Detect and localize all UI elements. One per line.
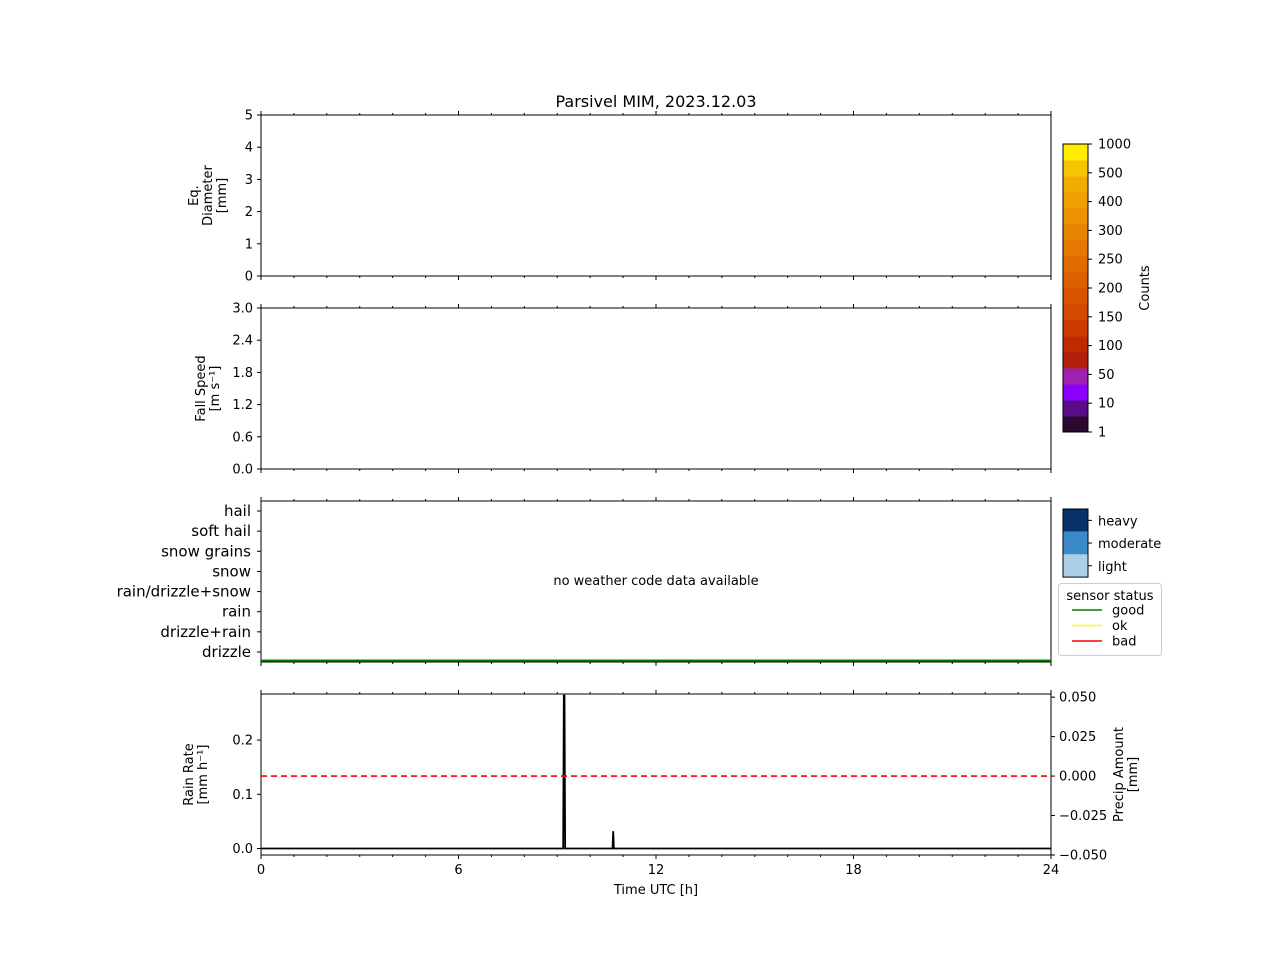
- y-tick-label: 0.2: [232, 734, 253, 749]
- y-right-axis-label: [mm]: [1126, 757, 1141, 792]
- plot-frame: [260, 307, 1052, 470]
- colorbar-tick-label: 10: [1098, 397, 1115, 412]
- x-tick-label: 0: [257, 863, 265, 878]
- weather-code-label: rain/drizzle+snow: [117, 583, 251, 601]
- colorbar-segment: [1063, 144, 1088, 161]
- intensity-frame: [1062, 508, 1089, 578]
- y-axis-label: Fall Speed: [194, 355, 209, 421]
- y-right-axis-label: Precip Amount: [1112, 727, 1127, 822]
- weather-code-label: soft hail: [191, 522, 251, 540]
- legend-label-ok: ok: [1112, 619, 1128, 634]
- intensity-label: heavy: [1098, 514, 1138, 529]
- colorbar-segment: [1063, 384, 1088, 401]
- colorbar-tick-label: 100: [1098, 339, 1123, 354]
- x-axis-label: Time UTC [h]: [613, 883, 698, 898]
- colorbar-segment: [1063, 240, 1088, 257]
- colorbar-tick-label: 250: [1098, 253, 1123, 268]
- colorbar-segment: [1063, 416, 1088, 433]
- colorbar-tick-label: 200: [1098, 282, 1123, 297]
- y-axis-label: Eq.: [187, 185, 202, 206]
- x-tick-label: 6: [454, 863, 462, 878]
- weather-code-label: hail: [224, 502, 251, 520]
- colorbar-tick-label: 1: [1098, 426, 1106, 441]
- y-tick-label: 0.6: [232, 430, 253, 445]
- y-right-tick-label: 0.025: [1059, 730, 1096, 745]
- colorbar-segment: [1063, 208, 1088, 225]
- y-tick-label: 0.0: [232, 463, 253, 478]
- y-tick-label: 3: [245, 173, 253, 188]
- y-right-tick-label: −0.050: [1059, 849, 1107, 864]
- weather-code-label: drizzle: [202, 643, 251, 661]
- colorbar-segment: [1063, 400, 1088, 417]
- colorbar-label: Counts: [1138, 265, 1153, 311]
- y-tick-label: 0.1: [232, 788, 253, 803]
- colorbar-tick-label: 500: [1098, 166, 1123, 181]
- diameter-panel: 0 1 2 3 4 5 Eq. Diameter [mm]: [187, 109, 1052, 285]
- y-axis-label: [mm h⁻¹]: [196, 745, 211, 805]
- colorbar-segment: [1063, 192, 1088, 209]
- intensity-swatch: [1063, 531, 1088, 555]
- weather-code-label: drizzle+rain: [160, 623, 251, 641]
- colorbar-tick-label: 300: [1098, 224, 1123, 239]
- colorbar-segment: [1063, 352, 1088, 369]
- intensity-label: moderate: [1098, 537, 1161, 552]
- fall-speed-panel: 0.0 0.6 1.2 1.8 2.4 3.0 Fall Speed [m s⁻¹]: [194, 302, 1052, 478]
- weather-code-label: snow: [212, 562, 251, 580]
- x-tick-label: 18: [845, 863, 862, 878]
- colorbar-segment: [1063, 336, 1088, 353]
- legend-title: sensor status: [1066, 589, 1153, 604]
- x-tick-label: 24: [1043, 863, 1060, 878]
- colorbar-segment: [1063, 160, 1088, 177]
- plot-frame: [260, 693, 1052, 856]
- intensity-swatch: [1063, 509, 1088, 532]
- chart-title: Parsivel MIM, 2023.12.03: [555, 92, 756, 111]
- y-tick-label: 2.4: [232, 334, 253, 349]
- y-tick-label: 1.2: [232, 398, 253, 413]
- y-tick-label: 0.0: [232, 842, 253, 857]
- y-tick-label: 5: [245, 109, 253, 124]
- y-tick-label: 1.8: [232, 366, 253, 381]
- colorbar-segment: [1063, 320, 1088, 337]
- colorbar-segment: [1063, 176, 1088, 193]
- weather-code-label: rain: [222, 603, 251, 621]
- colorbar-segment: [1063, 224, 1088, 241]
- y-axis-label: [mm]: [215, 178, 230, 213]
- intensity-legend: heavy moderate light: [1062, 508, 1161, 578]
- intensity-label: light: [1098, 560, 1127, 575]
- colorbar-tick-label: 150: [1098, 310, 1123, 325]
- colorbar-segment: [1063, 256, 1088, 273]
- y-right-tick-label: 0.000: [1059, 770, 1096, 785]
- weather-code-label: snow grains: [161, 542, 251, 560]
- colorbar-segment: [1063, 288, 1088, 305]
- y-tick-label: 3.0: [232, 302, 253, 317]
- counts-colorbar: 1 10 50 100 150 200 250 300 400 500 1000 Counts: [1062, 138, 1153, 441]
- intensity-swatch: [1063, 554, 1088, 578]
- y-tick-label: 2: [245, 205, 253, 220]
- colorbar-tick-label: 50: [1098, 368, 1115, 383]
- y-tick-label: 4: [245, 141, 253, 156]
- y-right-tick-label: 0.050: [1059, 691, 1096, 706]
- y-right-tick-label: −0.025: [1059, 809, 1107, 824]
- colorbar-tick-label: 1000: [1098, 138, 1131, 153]
- colorbar-tick-label: 400: [1098, 195, 1123, 210]
- y-axis-label: Diameter: [201, 165, 216, 226]
- y-axis-label: Rain Rate: [182, 743, 197, 806]
- legend-box: [1058, 583, 1162, 656]
- colorbar-segment: [1063, 272, 1088, 289]
- x-tick-label: 12: [648, 863, 665, 878]
- y-axis-label: [m s⁻¹]: [208, 366, 223, 412]
- legend-label-good: good: [1112, 604, 1144, 619]
- no-data-annotation: no weather code data available: [553, 574, 758, 589]
- colorbar-segment: [1063, 304, 1088, 321]
- y-tick-label: 1: [245, 237, 253, 252]
- rain-rate-line: [261, 694, 1051, 850]
- plot-frame: [260, 114, 1052, 277]
- legend-label-bad: bad: [1112, 635, 1136, 650]
- colorbar-segment: [1063, 368, 1088, 385]
- weather-code-panel: hail soft hail snow grains snow rain/drizzle…: [117, 497, 1052, 666]
- y-tick-label: 0: [245, 270, 253, 285]
